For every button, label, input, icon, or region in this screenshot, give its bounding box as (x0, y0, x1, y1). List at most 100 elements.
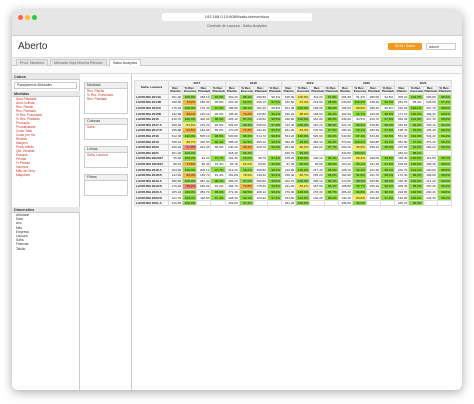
header-button[interactable]: SCM / Saiku (388, 43, 422, 50)
box-items: Safra (85, 125, 127, 129)
column-header: Rec. Plantado (196, 85, 212, 95)
page-title: Controle de Lavoura - Saiku Analytics (207, 24, 267, 28)
measure-item[interactable]: Rec. Plantio (16, 105, 34, 109)
data-row: LAVOURA 2014A 261,40 100,0% 248,10 94,9% 302,… (134, 93, 453, 101)
cell (266, 199, 283, 207)
column-header: % Rec. Plantado (210, 85, 226, 95)
cell (422, 199, 438, 207)
cell: 101,8% (408, 116, 424, 123)
box-header: Filtros (85, 175, 127, 181)
cell: 100,0% (295, 93, 311, 101)
measure-item[interactable]: Receita (16, 137, 27, 141)
measure-item[interactable]: Custo Total (16, 129, 32, 133)
column-header: Rec. Plantio (167, 85, 184, 95)
app-header: Aberto SCM / Saiku admin (12, 36, 462, 58)
tab[interactable]: Prod. Tabuleiro (16, 59, 49, 66)
cell: 99,0% (436, 110, 453, 117)
measure-item[interactable]: Área Plantada (16, 97, 37, 101)
cell: 100,0% (182, 194, 198, 201)
zoom-button[interactable] (32, 15, 37, 20)
address-bar[interactable]: 192.168.0.10:8080/saiku/serverdocs (162, 13, 312, 21)
measure-item[interactable]: % Rec. Plantado (16, 117, 40, 121)
measure-item[interactable]: Margem (16, 141, 28, 145)
measure-item[interactable]: Estoque (16, 153, 28, 157)
box-item[interactable]: Rec. Plantio (87, 89, 105, 93)
cell: 100,0% (182, 199, 198, 207)
cell: 100,0% (295, 199, 311, 207)
dimension-item[interactable]: Talhão (16, 246, 26, 251)
measure-item[interactable]: Qtd. Vendida (16, 149, 35, 153)
cell: 100,0% (295, 116, 311, 123)
box-items: Safra, Lavoura (85, 153, 127, 157)
columns-box: Colunas Safra (84, 118, 128, 140)
cell: 331,20 (281, 199, 297, 207)
measure-item[interactable]: Preço Médio (16, 145, 34, 149)
minimize-button[interactable] (25, 15, 30, 20)
dimension-item[interactable]: Empresa (16, 229, 29, 234)
cell: 99,3% (408, 199, 424, 207)
cell: 100,0% (408, 194, 424, 201)
cell: 100,0% (351, 99, 367, 106)
cube-select[interactable]: Planejamento Atividades (14, 82, 77, 89)
measure-item[interactable]: Perdas (16, 157, 27, 161)
column-header: Rec. Plantio (337, 85, 353, 95)
dimension-item[interactable]: Ano (16, 221, 22, 226)
measure-item[interactable]: Mão de Obra (16, 169, 35, 173)
measure-item[interactable]: % Rec. Executado (16, 113, 43, 117)
box-item[interactable]: Safra (87, 125, 95, 129)
cell (436, 199, 453, 207)
box-item[interactable]: % Rec. Executado (87, 93, 114, 97)
cell: 100,0% (408, 110, 424, 117)
data-row: LAVOURA 2020 A 265,10 100,0% 259,70 98,0% 272… (134, 188, 453, 196)
cell: 100,0% (408, 177, 424, 185)
box-item[interactable]: Safra, Lavoura (87, 153, 108, 157)
cell: 100,0% (408, 155, 424, 162)
column-header: Rec. Plantio (224, 85, 240, 95)
dimension-list: Atividade Data Ano Mês Empresa Lavoura Safra Fa… (12, 213, 79, 251)
tab[interactable]: Saiku Analytics (109, 59, 142, 66)
data-row: LAVOURA 2017 A 289,00 81,4% 270,20 93,5% 301,… (134, 121, 453, 129)
dimension-item[interactable]: Lavoura (16, 234, 28, 239)
measure-item[interactable]: Insumos (16, 165, 29, 169)
pivot-table: Safra, Lavoura 2017 2018 2019 2020 2021 Rec. P… (134, 80, 453, 207)
measure-item[interactable]: Máquinas (16, 173, 30, 177)
measure-item[interactable]: Área Colhida (16, 101, 35, 105)
dimension-item[interactable]: Atividade (16, 213, 30, 217)
cell: 100,0% (182, 177, 198, 185)
cell: 100,0% (182, 149, 198, 157)
cell: 100,0% (351, 138, 367, 145)
cell: 100,0% (295, 177, 311, 185)
dimension-item[interactable]: Fazenda (16, 242, 29, 247)
data-row: LAVOURA 02/2017 95,40 100,0% 93,20 97,7% 101,… (134, 155, 453, 162)
column-header: % Rec. Plantado (323, 85, 339, 95)
measure-item[interactable]: Produção (16, 121, 30, 125)
cell: 310,50 (167, 199, 184, 207)
close-button[interactable] (18, 15, 23, 20)
cell: 345,70 (394, 199, 410, 207)
cell: 100,0% (295, 188, 311, 196)
box-item[interactable]: Rec. Plantado (87, 97, 108, 101)
cell: 100,0% (295, 132, 311, 140)
cell: 97,4% (238, 199, 254, 207)
cell: 98,8% (436, 104, 453, 112)
column-header: Rec. Plantado (422, 85, 438, 95)
dimension-item[interactable]: Mês (16, 225, 23, 230)
browser-toolbar: 192.168.0.10:8080/saiku/serverdocs Contr… (12, 10, 462, 36)
cell (380, 199, 396, 207)
panel-header: Cubos (12, 74, 80, 80)
measure-item[interactable]: % Perdas (16, 161, 30, 165)
measure-item[interactable]: Produtividade (16, 125, 36, 129)
tab[interactable]: Mercado Soja Mineira Período (50, 59, 107, 66)
data-row: LAVOURA 2015A 175,20 100,0% 170,40 97,3% 188,… (134, 104, 453, 112)
cell: 98,3% (436, 93, 453, 101)
measure-item[interactable]: Rec. Plantado (16, 109, 37, 113)
dimension-item[interactable]: Safra (16, 238, 24, 243)
cell: 102,0% (408, 132, 424, 140)
user-menu[interactable]: admin (426, 43, 456, 50)
cell (323, 199, 339, 207)
measures-box: Medidas Rec. Plantio% Rec. Executado Rec. … (84, 82, 128, 114)
dimension-item[interactable]: Data (16, 217, 23, 222)
measure-item[interactable]: Custo por Ha (16, 133, 35, 137)
column-header: Rec. Plantado (365, 85, 382, 95)
